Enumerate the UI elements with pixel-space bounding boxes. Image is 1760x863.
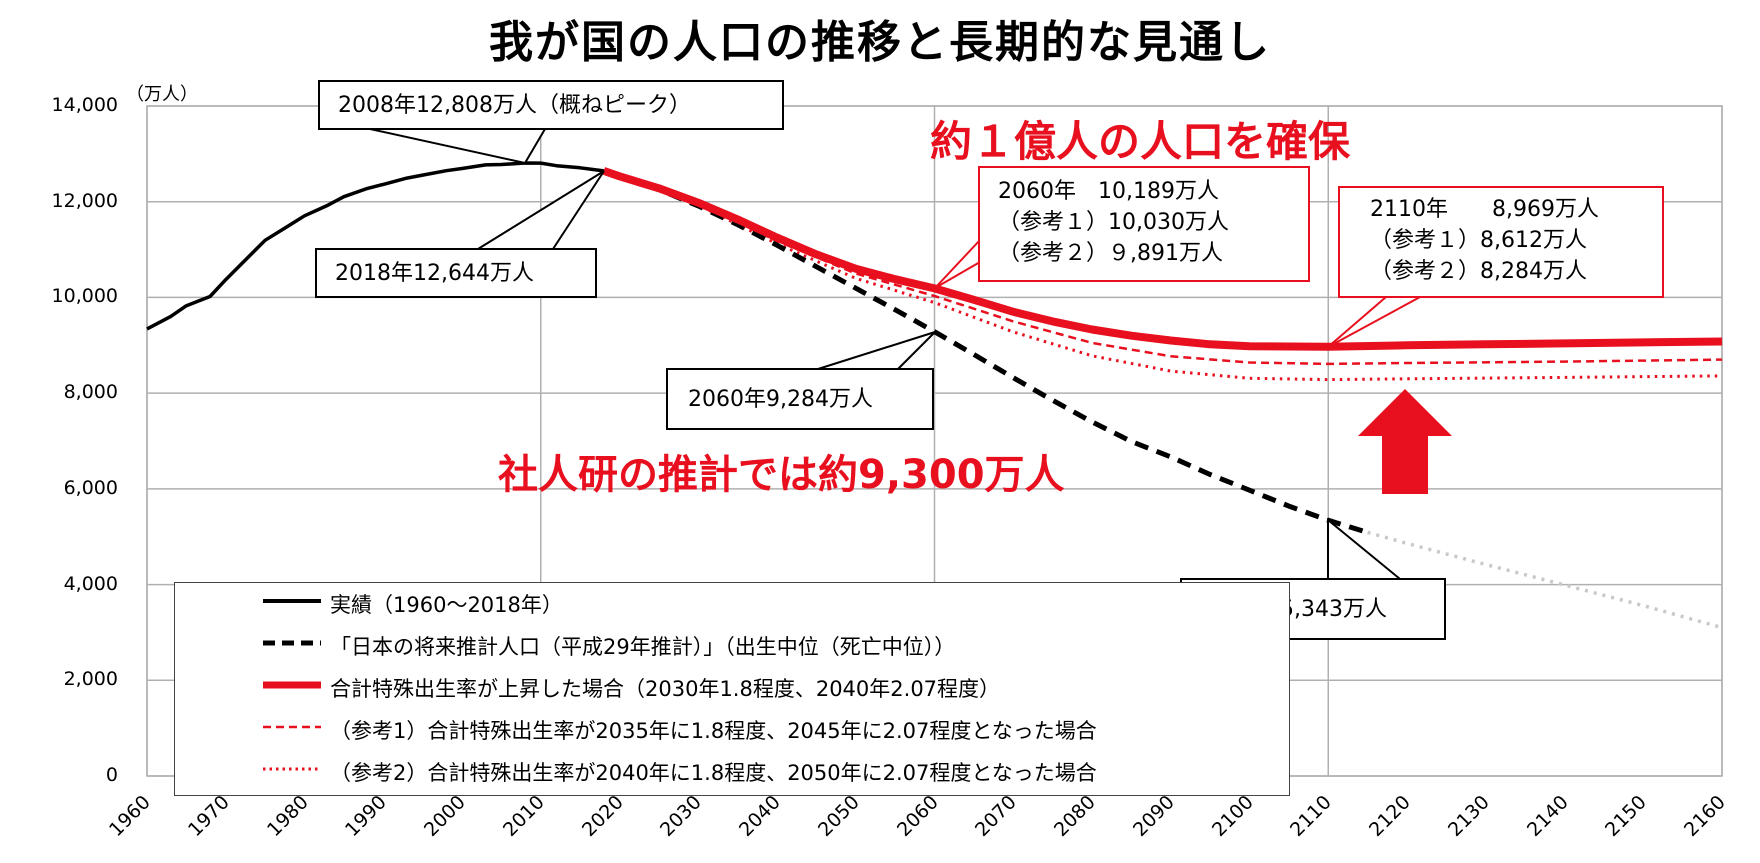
note-ipss-projection: 社人研の推計では約9,300万人 [498,452,1065,498]
series-line-2 [1367,530,1723,630]
y-axis-unit: （万人） [126,84,198,105]
y-tick-label: 8,000 [63,381,118,404]
pointer-2018 [477,170,605,250]
headline-one-hundred-million: 約１億人の人口を確保 [930,117,1351,166]
y-tick-label: 4,000 [63,572,118,595]
pointer-2110-baseline [1327,517,1401,580]
legend-swatch-dashed-red [263,725,321,729]
y-tick-label: 14,000 [51,94,118,116]
series-line-0 [146,161,605,331]
series-lines [146,161,1723,630]
pointer-2060-high [934,239,981,289]
y-tick-label: 6,000 [63,476,118,499]
pointer-2110-high [1327,296,1421,348]
legend-item-baseline: 「日本の将来推計人口（平成29年推計）」（出生中位（死亡中位）） [175,627,1285,663]
up-arrow-shape [1358,389,1452,494]
legend-swatch-solid-black [263,599,321,603]
callout-connectors [369,128,1421,580]
up-arrow-icon [1358,389,1452,494]
callout-peak-2008: 2008年12,808万人（概ねピーク） [318,80,784,130]
callout-2110-high: 2110年 8,969万人 （参考１）8,612万人 （参考２）8,284万人 [1338,186,1664,298]
y-tick-label: 0 [105,764,118,786]
y-tick-label: 2,000 [63,668,118,691]
legend-swatch-dashed-black [263,640,321,646]
legend: 実績（1960～2018年） 「日本の将来推計人口（平成29年推計）」（出生中位… [174,582,1290,796]
legend-item-ref2: （参考2）合計特殊出生率が2040年に1.8程度、2050年に2.07程度となっ… [175,753,1285,789]
legend-item-actual: 実績（1960～2018年） [175,585,1285,621]
legend-swatch-dotted-red [263,767,321,771]
callout-2060-high: 2060年 10,189万人 （参考１）10,030万人 （参考２）９,891万… [978,166,1310,282]
legend-item-high: 合計特殊出生率が上昇した場合（2030年1.8程度、2040年2.07程度） [175,669,1285,705]
chart-title: 我が国の人口の推移と長期的な見通し [489,17,1271,68]
y-tick-label: 12,000 [51,189,118,212]
series-line-3 [602,167,1723,351]
callout-2018: 2018年12,644万人 [315,248,597,298]
pointer-2060-baseline [817,331,936,370]
callout-2060-baseline: 2060年9,284万人 [666,368,934,430]
pointer-peak [369,128,546,165]
y-tick-label: 10,000 [51,285,118,308]
legend-item-ref1: （参考1）合計特殊出生率が2035年に1.8程度、2045年に2.07程度となっ… [175,711,1285,747]
legend-swatch-thick-red [263,681,321,689]
